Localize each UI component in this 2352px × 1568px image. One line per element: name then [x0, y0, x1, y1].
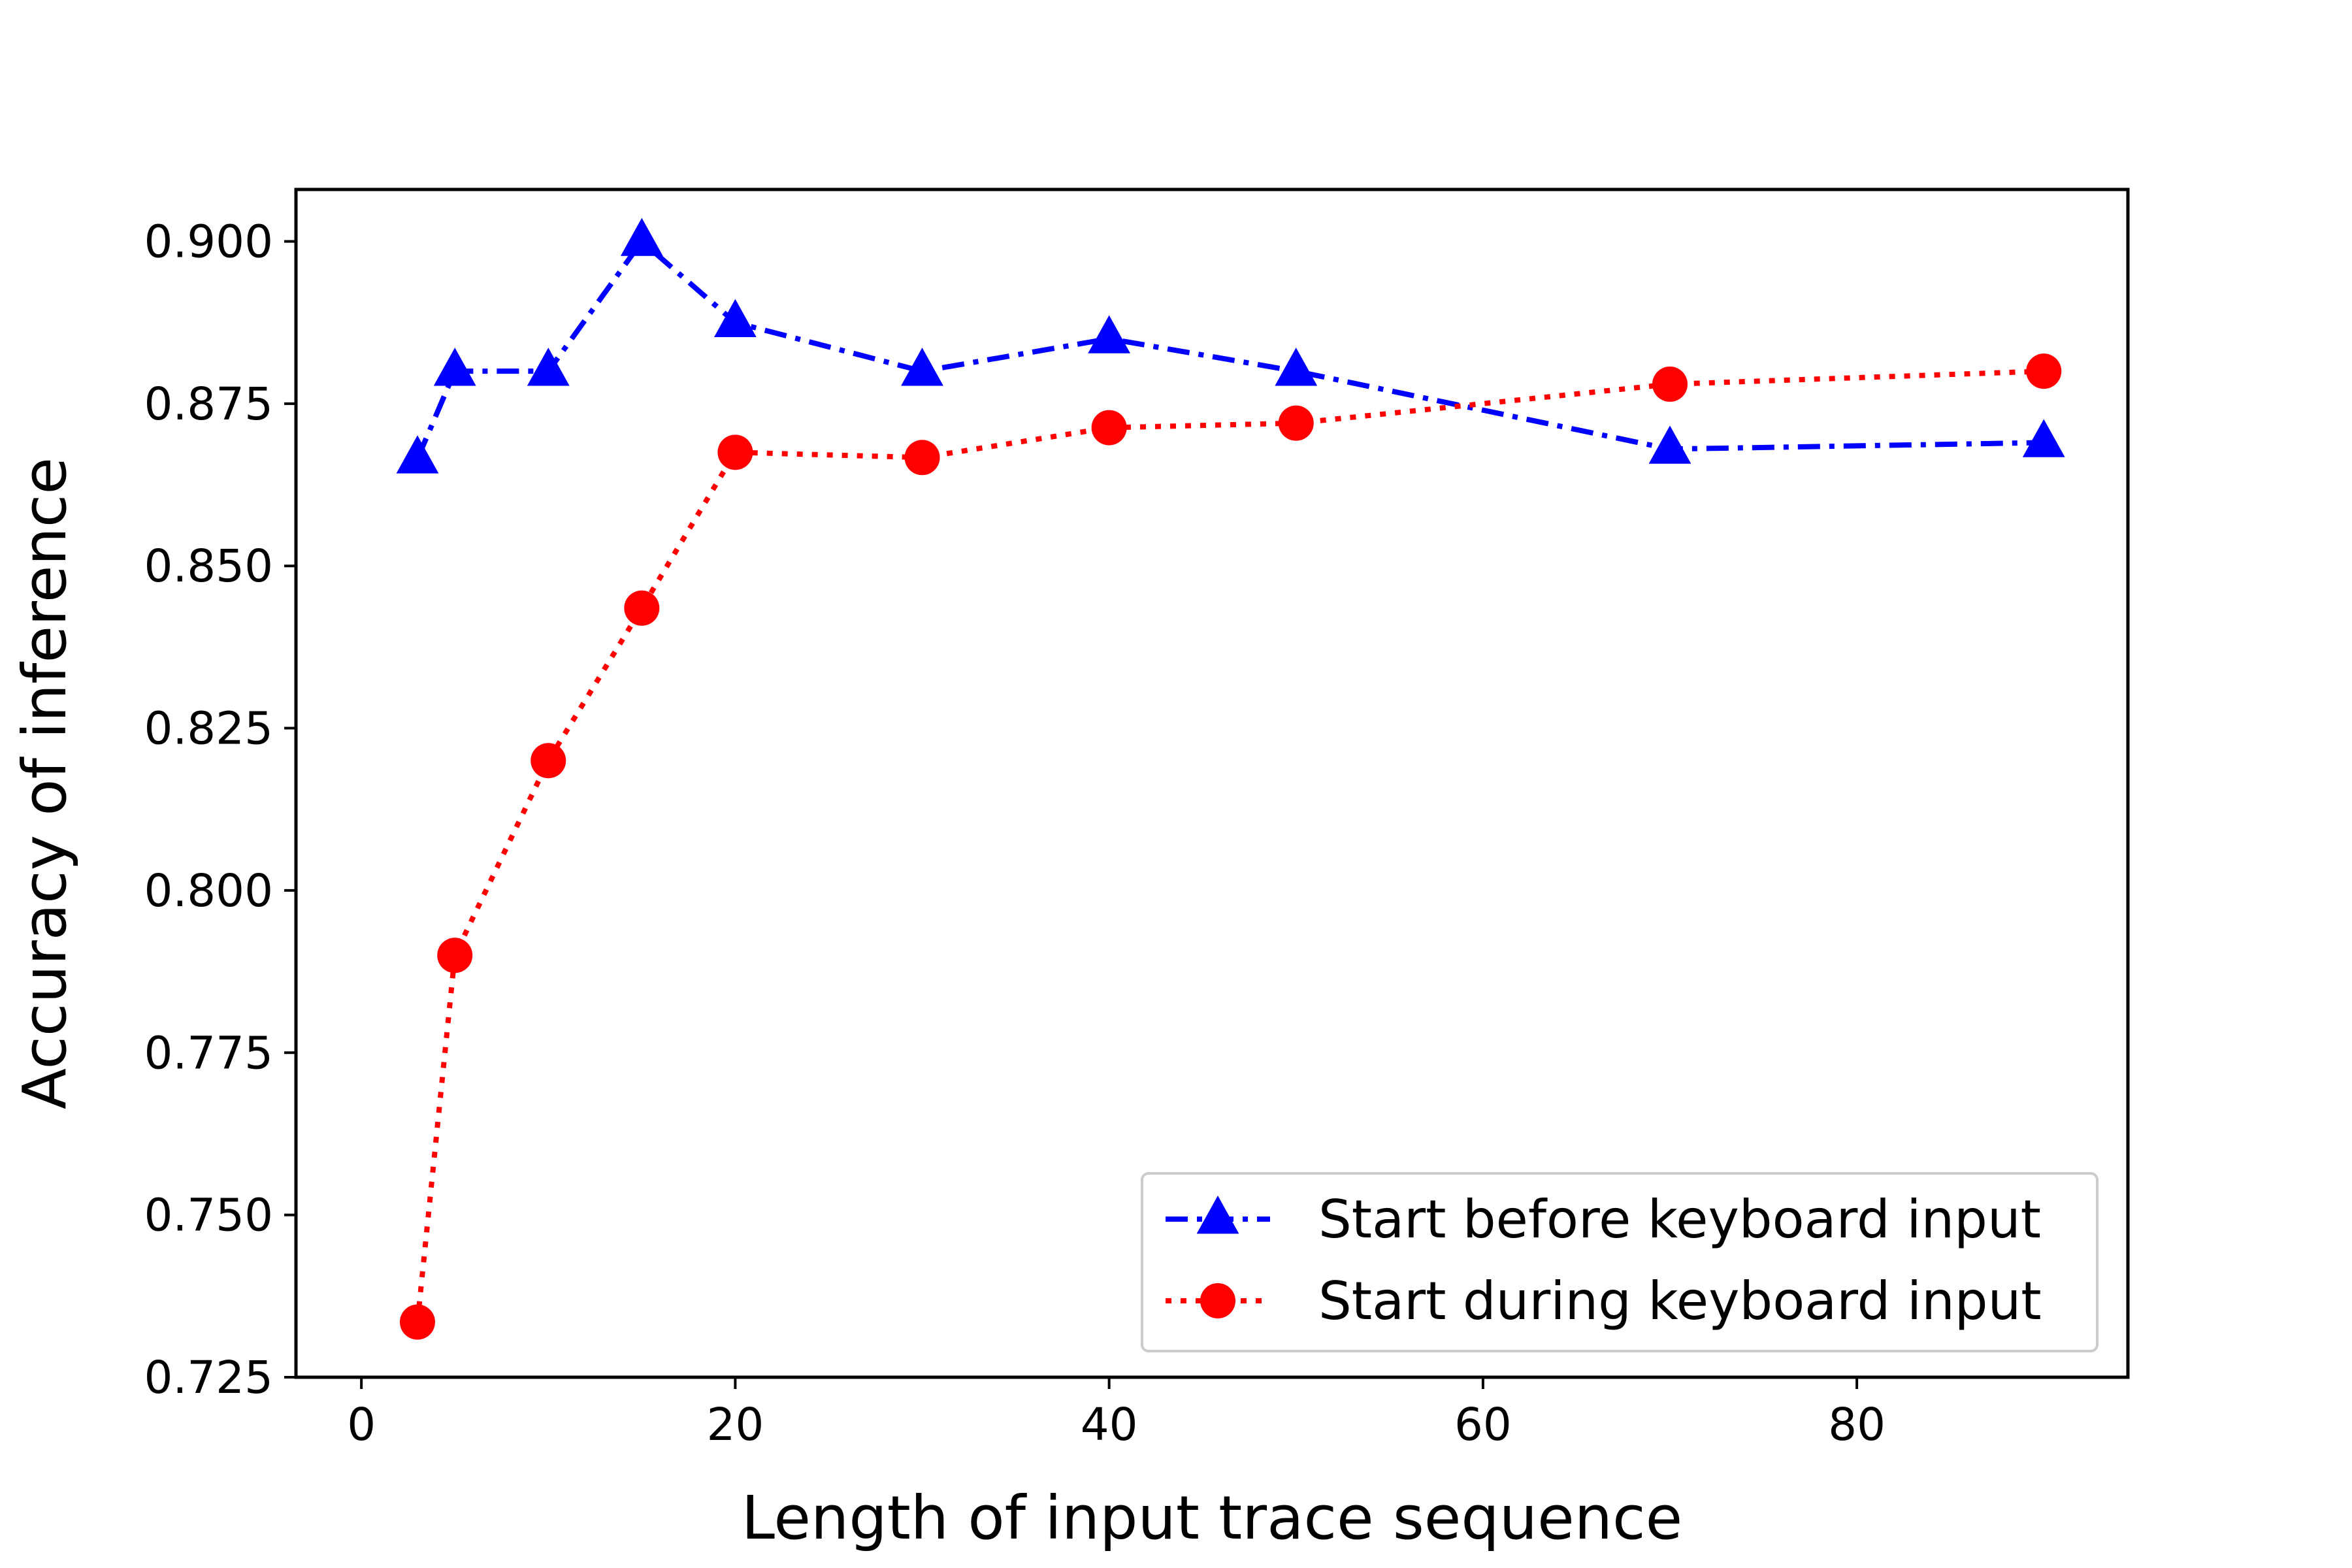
data-point — [713, 299, 757, 337]
data-point — [620, 218, 663, 256]
legend-swatch-marker — [1200, 1283, 1235, 1318]
legend-box — [1141, 1172, 2099, 1352]
y-tick-label: 0.875 — [144, 378, 273, 431]
x-axis: 0 20 40 60 80 — [347, 1377, 1886, 1451]
data-point — [1648, 425, 1691, 464]
series-layer — [396, 218, 2065, 1340]
x-tick-label: 40 — [1081, 1399, 1138, 1451]
series-line — [415, 368, 2044, 1322]
data-point — [624, 590, 660, 626]
legend-label: Start during keyboard input — [1318, 1271, 2042, 1331]
legend: Start before keyboard input Start during … — [1141, 1172, 2099, 1352]
plot-frame — [294, 188, 2130, 1379]
data-point — [527, 348, 570, 386]
y-axis: 0.725 0.750 0.775 0.800 0.825 0.850 0.875 0.900 — [144, 216, 296, 1404]
data-point — [1088, 315, 1131, 353]
x-tick-label: 20 — [706, 1399, 764, 1451]
data-point — [2022, 419, 2065, 457]
legend-label: Start before keyboard input — [1318, 1189, 2041, 1250]
data-point — [1278, 405, 1314, 441]
series-2 — [399, 353, 2062, 1340]
legend-item-2: Start during keyboard input — [1166, 1271, 2042, 1331]
data-point — [1275, 348, 1318, 386]
y-tick-label: 0.800 — [144, 865, 273, 917]
data-point — [904, 440, 940, 476]
series-1 — [396, 218, 2065, 474]
data-point — [1091, 410, 1127, 446]
legend-swatch-marker — [1196, 1196, 1239, 1234]
data-point — [396, 435, 439, 474]
x-tick-label: 0 — [347, 1399, 376, 1451]
y-tick-label: 0.850 — [144, 540, 273, 593]
y-tick-label: 0.900 — [144, 216, 273, 268]
legend-item-1: Start before keyboard input — [1166, 1189, 2041, 1250]
x-axis-label: Length of input trace sequence — [742, 1483, 1682, 1553]
x-tick-label: 60 — [1454, 1399, 1512, 1451]
y-axis-label: Accuracy of inference — [10, 457, 80, 1109]
data-point — [2026, 353, 2062, 389]
y-tick-label: 0.775 — [144, 1027, 273, 1079]
data-point — [399, 1304, 435, 1340]
data-point — [437, 938, 473, 973]
series-line — [415, 237, 2044, 460]
data-point — [531, 743, 566, 779]
data-point — [433, 348, 476, 386]
data-point — [717, 434, 753, 470]
x-tick-label: 80 — [1828, 1399, 1886, 1451]
y-tick-label: 0.725 — [144, 1352, 273, 1404]
data-point — [901, 348, 943, 386]
data-point — [1652, 367, 1688, 402]
y-tick-label: 0.825 — [144, 703, 273, 755]
y-tick-label: 0.750 — [144, 1190, 273, 1242]
